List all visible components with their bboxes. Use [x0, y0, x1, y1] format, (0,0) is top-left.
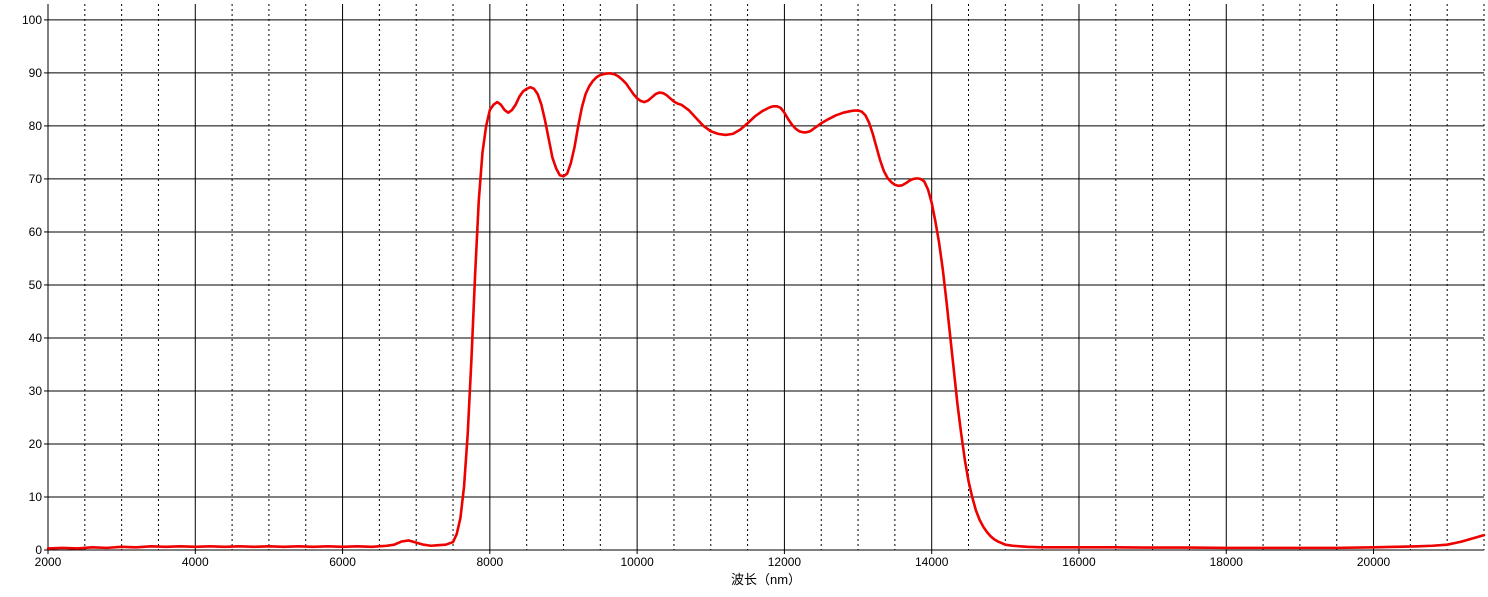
y-tick-label: 30	[29, 384, 43, 398]
y-tick-label: 90	[29, 66, 43, 80]
x-tick-label: 8000	[476, 555, 503, 569]
x-tick-label: 10000	[620, 555, 654, 569]
x-tick-label: 6000	[329, 555, 356, 569]
y-tick-label: 10	[29, 490, 43, 504]
y-tick-label: 20	[29, 437, 43, 451]
x-tick-label: 2000	[35, 555, 62, 569]
x-tick-label: 4000	[182, 555, 209, 569]
y-tick-label: 40	[29, 331, 43, 345]
x-tick-label: 20000	[1357, 555, 1391, 569]
y-tick-label: 60	[29, 225, 43, 239]
y-tick-label: 80	[29, 119, 43, 133]
spectrum-chart: 0102030405060708090100200040006000800010…	[0, 0, 1488, 597]
y-tick-label: 70	[29, 172, 43, 186]
x-tick-label: 14000	[915, 555, 949, 569]
x-tick-label: 12000	[768, 555, 802, 569]
x-axis-label: 波长（nm）	[731, 572, 801, 587]
x-tick-label: 18000	[1210, 555, 1244, 569]
y-tick-label: 50	[29, 278, 43, 292]
x-tick-label: 16000	[1062, 555, 1096, 569]
y-tick-label: 100	[22, 13, 42, 27]
